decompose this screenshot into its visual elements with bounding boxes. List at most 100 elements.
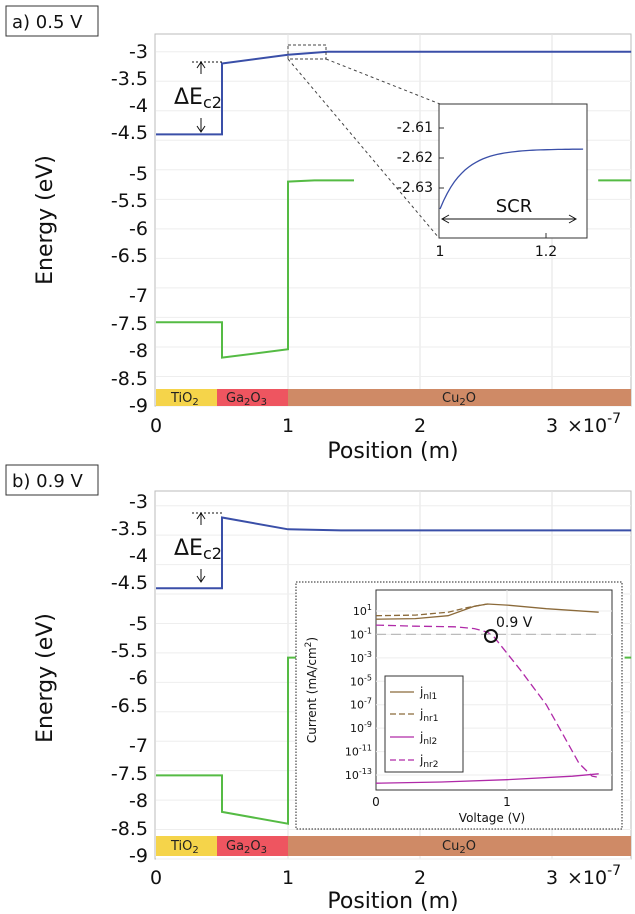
layer-ga2o3 (217, 389, 288, 406)
inset-b-x-tick: 0 (372, 795, 380, 809)
x-tick: 1 (282, 867, 294, 889)
layer-tio2 (156, 389, 217, 406)
arrow-head-icon (196, 575, 206, 583)
scr-label: SCR (496, 196, 533, 217)
inset-b-y-tick: 10-11 (345, 744, 372, 759)
panel-b-curves (156, 516, 632, 825)
x-multiplier: ×10-7 (567, 411, 621, 437)
y-tick: -8 (129, 790, 148, 812)
inset-b-y-tick: 10-13 (345, 767, 372, 782)
y-tick: -4 (129, 95, 148, 117)
inset-b-series-jnr1 (375, 603, 488, 617)
y-tick: -6.5 (111, 245, 148, 267)
legend-label-jnr1: jnr1 (419, 707, 438, 724)
x-tick: 2 (414, 415, 426, 437)
panel-b-x-label: Position (m) (327, 889, 458, 914)
panel-a-x-label: Position (m) (327, 439, 458, 464)
inset-b-y-label: Current (mA/cm2) (304, 637, 319, 743)
inset-b-x-label: Voltage (V) (459, 811, 525, 825)
arrow-head-icon (196, 512, 206, 520)
y-tick: -3 (129, 41, 148, 63)
inset-b: Current (mA/cm2) Voltage (V) 0 1 101 10-1… (295, 581, 623, 830)
conduction-band-line (156, 50, 632, 136)
inset-b-y-tick: 10-3 (350, 650, 372, 665)
valence-band-line (156, 656, 296, 825)
inset-a-x-tick: 1.2 (535, 244, 557, 260)
inset-b-series-jnr2 (375, 624, 599, 778)
x-multiplier: ×10-7 (567, 863, 621, 889)
marker-label: 0.9 V (496, 615, 533, 631)
inset-b-legend: jnl1 jnr1 jnl2 jnr2 (384, 675, 464, 773)
panel-b-y-ticks: -3 -3.5 -4 -4.5 -5 -5.5 -6 -6.5 -7 -7.5 … (111, 491, 148, 867)
y-tick: -6 (129, 667, 148, 689)
y-tick: -9 (129, 845, 148, 867)
zoom-region-box (287, 44, 327, 60)
inset-b-y-tick: 10-1 (350, 626, 372, 641)
y-tick: -8.5 (111, 818, 148, 840)
layer-label-cu2o: Cu2O (442, 839, 476, 856)
inset-b-y-tick: 10-7 (350, 697, 372, 712)
delta-ec2-annotation-a: ΔEc2 (174, 61, 222, 133)
inset-a: -2.61 -2.62 -2.63 1 1.2 SCR (397, 103, 588, 260)
x-tick: 3 (546, 867, 558, 889)
y-tick: -6 (129, 218, 148, 240)
panel-b-y-label: Energy (eV) (33, 613, 58, 743)
inset-a-frame (438, 103, 588, 239)
y-tick: -3.5 (111, 68, 148, 90)
legend-box (384, 675, 464, 773)
y-tick: -7 (129, 735, 148, 757)
y-tick: -9 (129, 395, 148, 417)
layer-cu2o (288, 836, 631, 856)
x-tick: 1 (282, 415, 294, 437)
x-tick: 0 (150, 867, 162, 889)
legend-label-jnl2: jnl2 (419, 730, 437, 747)
legend-label-jnr2: jnr2 (419, 753, 438, 770)
layer-ga2o3 (217, 836, 288, 856)
layer-label-tio2: TiO2 (170, 391, 199, 408)
layer-label-ga2o3: Ga2O3 (226, 839, 267, 856)
y-tick: -5.5 (111, 190, 148, 212)
panel-b-label-box (5, 464, 99, 496)
y-tick: -7.5 (111, 763, 148, 785)
panel-a-y-label: Energy (eV) (33, 155, 58, 285)
inset-a-series-line (439, 148, 584, 210)
zoom-leader-line (325, 58, 441, 105)
arrow-left-icon (440, 214, 450, 224)
y-tick: -5 (129, 163, 148, 185)
panel-a: a) 0.5 V -3 -3.5 -4 -4.5 -5 -5.5 -6 -6.5… (5, 5, 632, 464)
layer-label-cu2o: Cu2O (442, 391, 476, 408)
y-tick: -5.5 (111, 640, 148, 662)
inset-a-x-tick: 1 (436, 244, 445, 260)
inset-b-y-tick: 10-5 (350, 673, 372, 688)
panel-a-layer-bar: TiO2 Ga2O3 Cu2O (156, 389, 631, 408)
inset-b-y-tick: 10-9 (350, 720, 372, 735)
panel-a-y-ticks: -3 -3.5 -4 -4.5 -5 -5.5 -6 -6.5 -7 -7.5 … (111, 41, 148, 417)
y-tick: -7.5 (111, 313, 148, 335)
delta-ec2-annotation-b: ΔEc2 (174, 512, 222, 583)
inset-b-x-tick: 1 (503, 795, 511, 809)
inset-a-y-tick: -2.61 (397, 120, 433, 136)
layer-label-tio2: TiO2 (170, 839, 199, 856)
conduction-band-line (156, 516, 632, 590)
operating-point-marker (484, 629, 498, 643)
arrow-right-icon (568, 214, 578, 224)
inset-b-y-ticks: 101 10-1 10-3 10-5 10-7 10-9 10-11 10-13 (345, 603, 372, 782)
y-tick: -7 (129, 285, 148, 307)
panel-a-curves (156, 50, 632, 359)
inset-b-curves (375, 603, 599, 784)
y-tick: -8 (129, 340, 148, 362)
panel-b-layer-bar: TiO2 Ga2O3 Cu2O (156, 836, 631, 856)
panel-b-label: b) 0.9 V (12, 471, 84, 492)
legend-label-jnl1: jnl1 (419, 685, 437, 702)
y-tick: -3 (129, 491, 148, 513)
y-tick: -4.5 (111, 122, 148, 144)
inset-a-y-tick: -2.62 (397, 150, 433, 166)
inset-b-series-jnl1 (375, 603, 599, 620)
inset-a-y-tick: -2.63 (397, 180, 433, 196)
y-tick: -4 (129, 545, 148, 567)
x-tick: 3 (546, 415, 558, 437)
layer-cu2o (288, 389, 631, 406)
panel-a-label: a) 0.5 V (12, 12, 83, 33)
inset-b-series-jnl2 (375, 773, 599, 784)
